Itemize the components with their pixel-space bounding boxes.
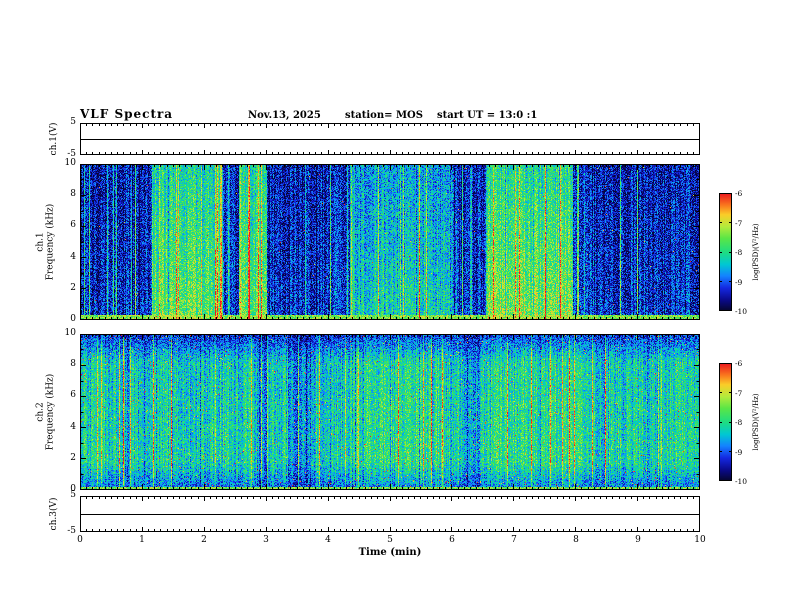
ch1-voltage-trace-canvas	[80, 123, 700, 155]
colorbar2-tick-label: -9	[735, 447, 743, 457]
colorbar2-tick-label: -6	[735, 359, 743, 368]
colorbar1-tick-label: -8	[735, 248, 743, 257]
x-tick-label: 5	[387, 535, 393, 545]
ch3v-y-tick-label: 5	[70, 490, 76, 500]
spec2-y-tick-label: 10	[64, 328, 76, 338]
x-tick-label: 0	[77, 535, 83, 545]
ch1-axis-units: Frequency (kHz)	[46, 203, 56, 281]
spec2-y-tick-label: 6	[70, 390, 76, 401]
x-tick-label: 2	[201, 535, 207, 545]
ch2-axis-channel: ch.2	[35, 402, 46, 422]
plot-title: VLF Spectra	[80, 107, 174, 121]
colorbar2-canvas	[719, 363, 732, 481]
ch3-voltage-trace-canvas	[80, 496, 700, 532]
ch1-spectrogram-canvas	[80, 164, 700, 320]
ch1-frequency-axis-label: ch.1 Frequency (kHz)	[36, 204, 57, 281]
spec1-y-tick-label: 8	[70, 189, 76, 200]
start-ut-label: start UT = 13:0 :1	[437, 110, 538, 121]
ch2-frequency-axis-label: ch.2 Frequency (kHz)	[36, 374, 57, 451]
ch3v-y-tick-label: -5	[67, 526, 76, 536]
colorbar1-canvas	[719, 193, 732, 311]
colorbar1-tick-label: -9	[735, 277, 743, 287]
spec1-y-tick-label: 0	[70, 314, 76, 324]
spec1-y-tick-label: 6	[70, 220, 76, 231]
ch2-axis-units: Frequency (kHz)	[46, 373, 56, 451]
x-tick-label: 1	[139, 535, 145, 545]
x-tick-label: 4	[325, 535, 331, 545]
x-tick-label: 3	[263, 535, 269, 545]
time-axis-label: Time (min)	[358, 547, 422, 558]
spec2-y-tick-label: 0	[70, 484, 76, 494]
spec1-y-tick-label: 4	[70, 251, 76, 262]
ch1-axis-channel: ch.1	[35, 232, 46, 252]
plot-date: Nov.13, 2025	[248, 110, 321, 121]
spec2-y-tick-label: 2	[70, 452, 76, 463]
spec1-y-tick-label: 10	[64, 158, 76, 168]
x-tick-label: 8	[573, 535, 579, 545]
x-tick-label: 6	[449, 535, 455, 545]
colorbar2-tick-label: -8	[735, 418, 743, 427]
colorbar2-tick-label: -10	[735, 477, 748, 486]
ch1v-y-tick-label: 5	[70, 117, 76, 127]
spec1-y-tick-label: 2	[70, 282, 76, 293]
colorbar2-tick-label: -7	[735, 388, 743, 398]
x-tick-label: 10	[694, 535, 706, 545]
spec2-y-tick-label: 8	[70, 359, 76, 370]
ch2-spectrogram-canvas	[80, 334, 700, 490]
spec2-y-tick-label: 4	[70, 421, 76, 432]
ch1v-y-tick-label: -5	[67, 149, 76, 159]
colorbar1-tick-label: -7	[735, 218, 743, 228]
x-tick-label: 7	[511, 535, 517, 545]
colorbar1-tick-label: -6	[735, 189, 743, 198]
x-tick-label: 9	[635, 535, 641, 545]
station-label: station= MOS	[345, 110, 423, 121]
colorbar1-tick-label: -10	[735, 307, 748, 316]
